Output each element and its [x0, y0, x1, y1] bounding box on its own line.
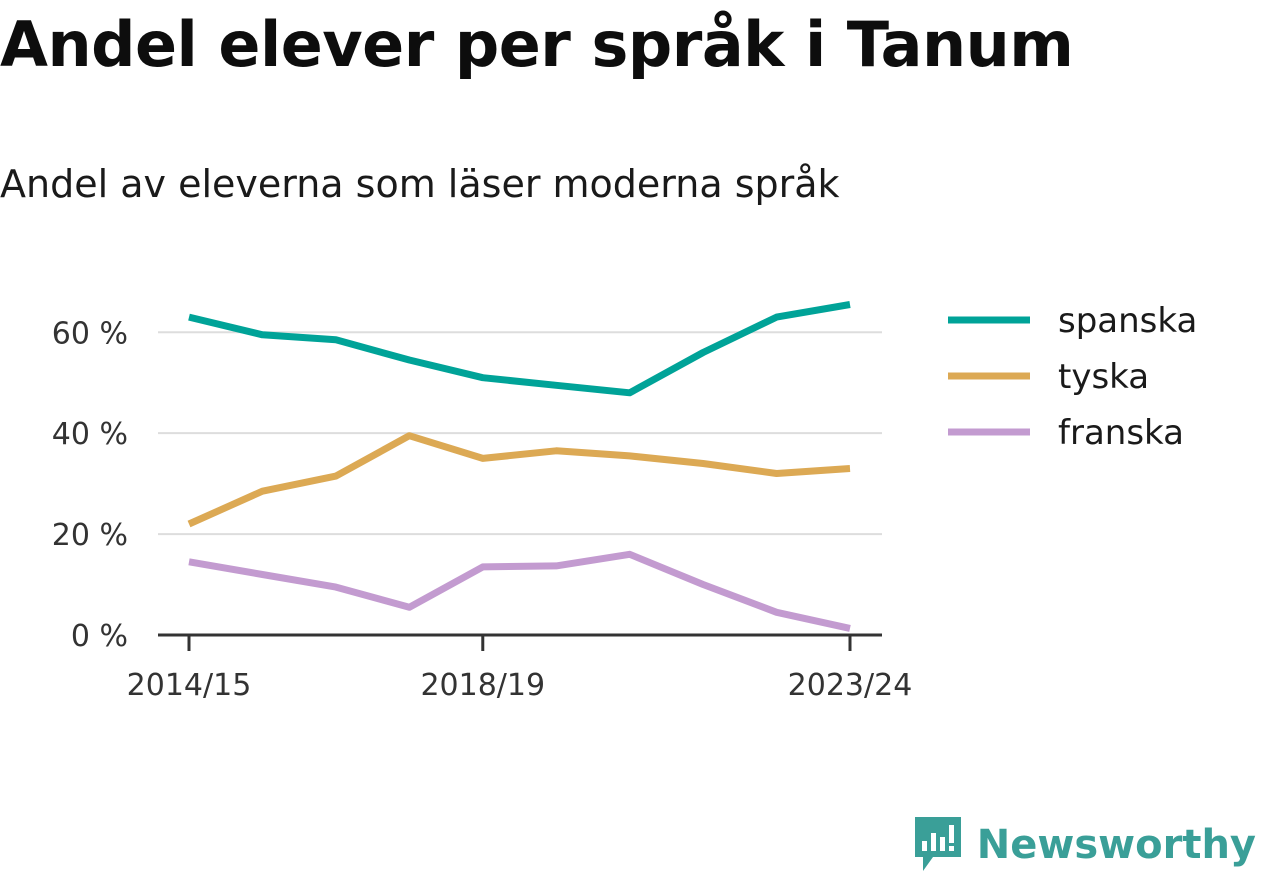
y-tick-label: 60 %	[52, 316, 128, 351]
brand: Newsworthy	[913, 815, 1256, 875]
series-layer	[187, 301, 851, 632]
chart-subtitle: Andel av eleverna som läser moderna språ…	[0, 162, 840, 206]
y-tick-label: 40 %	[52, 417, 128, 452]
grid-layer	[158, 331, 882, 536]
series-line-tyska	[187, 432, 851, 528]
chart-title: Andel elever per språk i Tanum	[0, 8, 1074, 81]
brand-name: Newsworthy	[976, 822, 1256, 868]
legend: spanska tyska franska	[948, 301, 1197, 453]
newsworthy-logo-icon	[914, 817, 961, 871]
x-tick-label: 2014/15	[127, 668, 252, 703]
legend-label-tyska: tyska	[1058, 357, 1149, 397]
y-tick-label: 20 %	[52, 518, 128, 553]
x-tick-label: 2018/19	[420, 668, 545, 703]
x-tick-label: 2023/24	[788, 668, 913, 703]
legend-label-spanska: spanska	[1058, 301, 1197, 341]
y-tick-label: 0 %	[71, 619, 128, 654]
legend-label-franska: franska	[1058, 413, 1184, 453]
axis-layer: 0 % 20 % 40 % 60 % 2014/15 2018/19 2023/24	[52, 316, 913, 703]
series-line-spanska	[188, 301, 851, 397]
series-line-franska	[188, 550, 851, 632]
